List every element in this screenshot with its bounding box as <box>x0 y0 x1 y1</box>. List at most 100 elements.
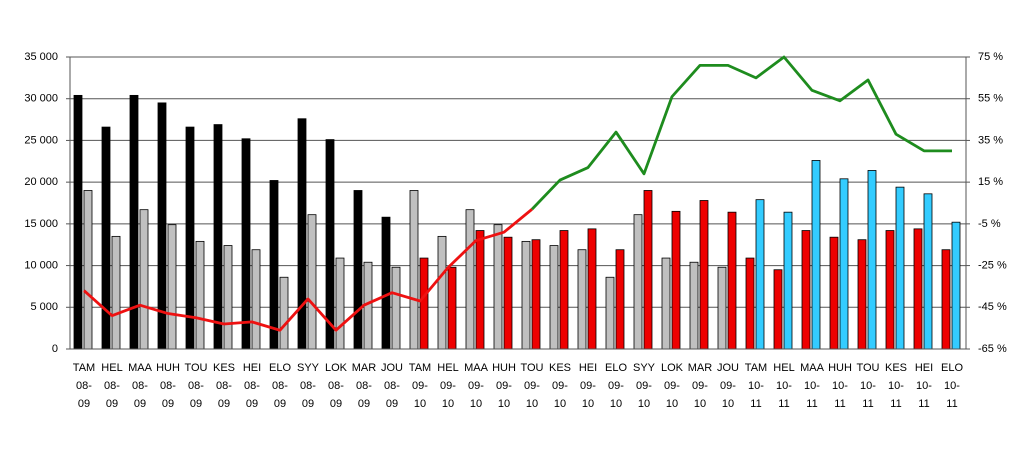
bar <box>353 190 363 350</box>
bar <box>587 228 597 350</box>
x-tick-label: 10- <box>776 380 792 392</box>
x-tick-label: 09 <box>106 398 118 410</box>
bar <box>857 239 867 350</box>
bar <box>111 235 121 350</box>
x-tick-label: KES <box>213 362 235 374</box>
x-tick-label: MAA <box>800 362 825 374</box>
x-tick-label: HEL <box>101 362 122 374</box>
x-tick-label: TAM <box>73 362 95 374</box>
x-tick-label: 09- <box>552 380 568 392</box>
bar <box>661 257 671 350</box>
x-tick-label: HEL <box>773 362 794 374</box>
x-tick-label: 10 <box>470 398 482 410</box>
x-tick-label: 08- <box>160 380 176 392</box>
x-tick-label: LOK <box>325 362 348 374</box>
bar <box>773 269 783 350</box>
x-tick-label: ELO <box>941 362 963 374</box>
y-tick-label: 0 <box>52 343 58 355</box>
y-tick-label: 30 000 <box>24 93 58 105</box>
x-tick-label: 10 <box>554 398 566 410</box>
bar <box>605 276 615 350</box>
bar <box>419 257 429 350</box>
bar <box>521 240 531 350</box>
x-tick-label: TOU <box>856 362 879 374</box>
y-tick-label: 15 000 <box>24 218 58 230</box>
x-tick-label: 09- <box>440 380 456 392</box>
x-tick-label: 09 <box>218 398 230 410</box>
y-tick-label: 5 000 <box>30 301 58 313</box>
x-tick-label: 10- <box>888 380 904 392</box>
x-tick-label: 09 <box>190 398 202 410</box>
x-tick-label: 09- <box>608 380 624 392</box>
bar <box>867 170 877 350</box>
x-tick-label: HUH <box>492 362 516 374</box>
y2-tick-label: -65 % <box>978 343 1007 355</box>
x-tick-label: 08- <box>384 380 400 392</box>
bar <box>801 230 811 350</box>
y2-tick-label: 35 % <box>978 134 1003 146</box>
x-tick-label: MAR <box>352 362 377 374</box>
x-tick-label: 10 <box>694 398 706 410</box>
y2-tick-label: 55 % <box>978 93 1003 105</box>
x-tick-label: 09 <box>246 398 258 410</box>
x-tick-label: 11 <box>806 398 817 410</box>
x-tick-label: HEI <box>915 362 933 374</box>
x-tick-label: 09 <box>302 398 314 410</box>
bar <box>101 126 111 350</box>
x-tick-label: KES <box>549 362 571 374</box>
x-tick-label: HEL <box>437 362 458 374</box>
x-tick-label: MAA <box>464 362 489 374</box>
x-tick-label: 10 <box>722 398 734 410</box>
x-tick-label: 10 <box>638 398 650 410</box>
x-tick-label: JOU <box>717 362 739 374</box>
bar <box>727 211 737 350</box>
bar <box>325 139 335 350</box>
bar <box>671 210 681 350</box>
x-tick-label: 10- <box>832 380 848 392</box>
bar <box>941 249 951 350</box>
bar <box>167 224 177 350</box>
y-tick-label: 25 000 <box>24 134 58 146</box>
x-tick-label: 09- <box>664 380 680 392</box>
y2-tick-label: 75 % <box>978 51 1003 63</box>
bar <box>615 249 625 350</box>
bar <box>241 138 251 350</box>
bar <box>549 245 559 350</box>
x-tick-label: 10 <box>498 398 510 410</box>
x-tick-label: 11 <box>862 398 873 410</box>
bar <box>269 180 279 350</box>
x-tick-label: 11 <box>778 398 789 410</box>
bar <box>783 211 793 350</box>
x-tick-label: 08- <box>356 380 372 392</box>
line <box>530 55 952 211</box>
y2-tick-label: -5 % <box>978 218 1001 230</box>
x-tick-label: 09 <box>134 398 146 410</box>
x-tick-label: SYY <box>633 362 656 374</box>
x-tick-label: SYY <box>297 362 320 374</box>
x-tick-label: 11 <box>918 398 929 410</box>
x-tick-label: 08- <box>244 380 260 392</box>
x-tick-label: 09- <box>692 380 708 392</box>
bar <box>475 230 485 350</box>
x-tick-label: 09- <box>468 380 484 392</box>
bar <box>531 239 541 350</box>
x-tick-label: 10- <box>916 380 932 392</box>
x-tick-label: TAM <box>409 362 431 374</box>
x-tick-label: JOU <box>381 362 403 374</box>
x-tick-label: 09 <box>358 398 370 410</box>
y2-tick-label: -25 % <box>978 259 1007 271</box>
x-tick-label: ELO <box>605 362 627 374</box>
x-tick-label: 09- <box>524 380 540 392</box>
x-tick-label: 09- <box>720 380 736 392</box>
bar <box>839 178 849 350</box>
x-tick-label: MAA <box>128 362 153 374</box>
x-tick-label: 09- <box>636 380 652 392</box>
bar <box>83 190 93 350</box>
bar <box>447 266 457 350</box>
x-tick-label: MAR <box>688 362 713 374</box>
x-tick-label: 10 <box>442 398 454 410</box>
x-tick-label: 11 <box>750 398 761 410</box>
bar <box>633 214 643 350</box>
y-tick-label: 35 000 <box>24 51 58 63</box>
